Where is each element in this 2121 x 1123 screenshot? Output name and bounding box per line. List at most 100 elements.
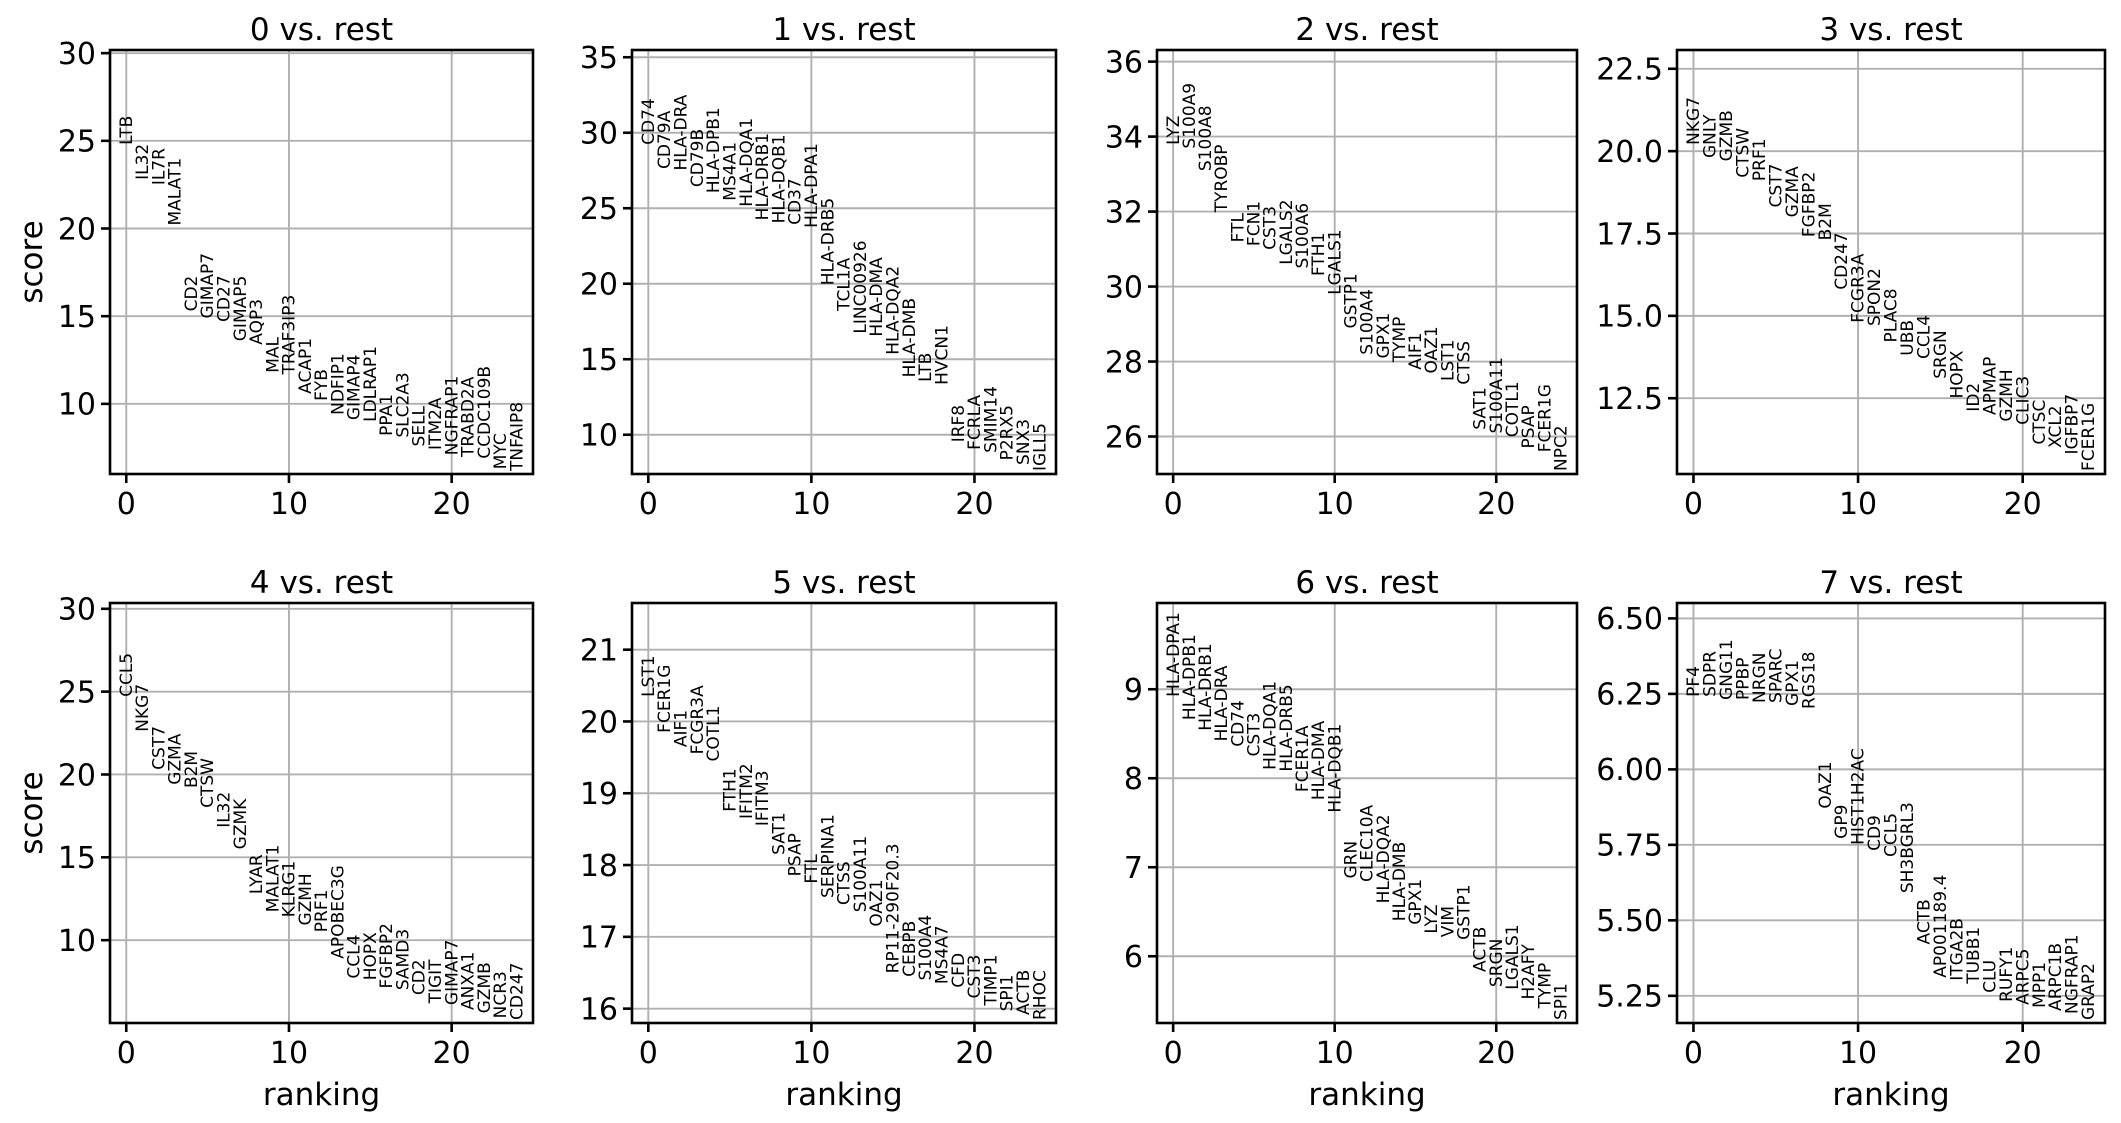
x-tick-label: 20 (955, 487, 993, 522)
gene-label: CD27 (214, 275, 234, 322)
y-axis-label: score (14, 771, 50, 854)
gene-label: CCL5 (1882, 813, 1902, 857)
gene-label: GP9 (1832, 805, 1852, 839)
plot-frame (630, 601, 1058, 1025)
gene-label: CLIC3 (2013, 376, 2033, 425)
x-tick-label: 20 (2004, 1036, 2042, 1071)
gene-label: ACTB (1915, 899, 1935, 944)
panel-title: 7 vs. rest (1819, 565, 1962, 601)
gene-label: PSAP (1519, 405, 1539, 448)
panel-title: 2 vs. rest (1295, 12, 1438, 48)
gene-label: HIST1H2AC (1849, 748, 1869, 845)
gene-label: OAZ1 (1422, 326, 1442, 373)
gene-label: IFITM2 (737, 763, 757, 819)
gene-label: NRGN (1750, 653, 1770, 703)
gene-label: FYB (312, 369, 332, 401)
gene-label: TNFAIP8 (507, 402, 527, 472)
gene-label: SPON2 (1865, 268, 1885, 326)
gene-label: LGALS1 (1503, 924, 1523, 989)
gene-label: LYZ (1422, 904, 1442, 933)
gene-label: GZMA (1783, 166, 1803, 217)
x-tick-label: 0 (1684, 1036, 1703, 1071)
x-tick-label: 0 (639, 487, 658, 522)
gene-label: SPI1 (1551, 983, 1571, 1020)
gene-label: GZMB (1717, 110, 1737, 161)
gene-label: CST7 (149, 726, 169, 770)
panel-title: 4 vs. rest (250, 565, 393, 601)
x-tick-label: 0 (1164, 1036, 1183, 1071)
gene-label: LTB (916, 353, 936, 382)
gene-label: PRF1 (312, 890, 332, 933)
gene-label: SAT1 (769, 812, 789, 855)
y-tick-label: 9 (1124, 673, 1143, 708)
y-tick-label: 20 (58, 212, 96, 247)
y-tick-label: 6.00 (1596, 753, 1663, 788)
gene-label: FCER1G (655, 665, 675, 733)
gene-label: CTSW (1733, 128, 1753, 178)
gene-label: HLA-DQA2 (1374, 814, 1394, 903)
plot-frame (1675, 601, 2107, 1025)
plot-background (632, 603, 1056, 1023)
gene-label: OAZ1 (1816, 761, 1836, 808)
y-tick-label: 34 (1105, 120, 1143, 155)
gene-label: P2RX5 (998, 405, 1018, 460)
y-tick-label: 15 (580, 343, 618, 378)
gene-label: CD79B (688, 129, 708, 187)
plot-frame (108, 48, 535, 476)
x-tick-label: 10 (792, 487, 830, 522)
gene-label: LDLRAP1 (361, 346, 381, 422)
gene-label: GPX1 (1783, 660, 1803, 706)
x-tick-label: 10 (1316, 487, 1354, 522)
x-tick-label: 10 (1839, 487, 1877, 522)
gene-label: MALAT1 (263, 845, 283, 913)
x-tick-label: 10 (270, 487, 308, 522)
gene-label: MAL (263, 337, 283, 373)
gene-label: FCER1A (1293, 725, 1313, 792)
gene-label: SNX3 (1014, 419, 1034, 465)
gene-label: LST1 (1438, 340, 1458, 381)
gene-label: FCER1G (2079, 403, 2099, 471)
gene-label: CST3 (1261, 206, 1281, 250)
gene-label: IL32 (214, 792, 234, 828)
y-tick-label: 10 (58, 388, 96, 423)
gene-label: NCR3 (491, 971, 511, 1018)
gene-label: GPX1 (1374, 313, 1394, 359)
plot-background (1677, 603, 2105, 1023)
gene-label: HLA-DRA (672, 94, 692, 170)
gene-label: TYMP (1390, 317, 1410, 364)
gene-label: MALAT1 (166, 158, 186, 226)
gene-label: AIF1 (672, 710, 692, 747)
x-tick-label: 0 (117, 487, 136, 522)
gene-label: CCDC109B (475, 366, 495, 459)
y-tick-label: 20 (58, 758, 96, 793)
gene-label: GRN (1341, 841, 1361, 879)
panel-title: 3 vs. rest (1819, 12, 1962, 48)
gene-label: GIMAP7 (442, 940, 462, 1006)
gene-label: CST3 (1245, 713, 1265, 757)
gene-label: GZMH (1997, 369, 2017, 421)
gene-label: SAT1 (1471, 387, 1491, 430)
y-tick-label: 10 (58, 924, 96, 959)
gene-label: KLRG1 (280, 861, 300, 917)
y-tick-label: 8 (1124, 762, 1143, 797)
gene-label: HOPX (1947, 350, 1967, 398)
gene-label: HLA-DQA1 (1261, 681, 1281, 770)
x-tick-label: 0 (1684, 487, 1703, 522)
y-tick-label: 30 (58, 593, 96, 628)
x-tick-label: 20 (1477, 487, 1515, 522)
plot-frame (1675, 48, 2107, 476)
x-axis-label: ranking (785, 1077, 902, 1113)
gene-label: GIMAP7 (198, 253, 218, 319)
gene-label: MPP1 (2030, 962, 2050, 1008)
y-tick-label: 30 (58, 37, 96, 72)
gene-label: ITGA2B (1947, 918, 1967, 981)
gene-label: CLEC10A (1358, 804, 1378, 882)
gene-label: LINC00926 (851, 240, 871, 333)
y-tick-label: 12.5 (1596, 382, 1663, 417)
y-tick-label: 21 (580, 633, 618, 668)
gene-label: GSTP1 (1455, 884, 1475, 939)
gene-label: RHOC (1030, 970, 1050, 1020)
